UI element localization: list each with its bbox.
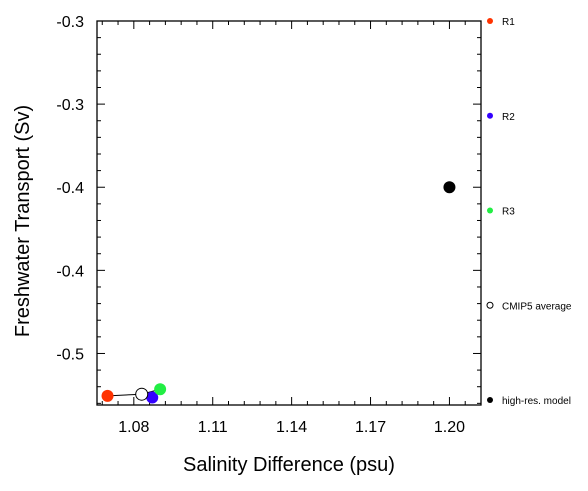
legend-label-r3: R3	[502, 207, 515, 218]
legend-label-high-res-model: high-res. model	[502, 396, 571, 407]
legend-label-r1: R1	[502, 17, 515, 28]
x-tick-label: 1.20	[434, 419, 465, 436]
legend-label-cmip5-average: CMIP5 average	[502, 301, 572, 312]
data-point-r2	[146, 391, 159, 404]
legend-marker-r3	[487, 207, 493, 214]
x-tick-label: 1.11	[198, 419, 228, 436]
plot-frame-layer	[96, 20, 482, 406]
y-tick-label: -0.5	[56, 346, 84, 363]
data-points	[101, 181, 456, 404]
data-point-r1	[101, 389, 114, 402]
x-tick-label: 1.17	[355, 419, 386, 436]
x-axis-title: Salinity Difference (psu)	[183, 454, 395, 476]
legend-marker-r2	[487, 112, 493, 119]
legend: R1 R2 R3 CMIP5 average high-res. model	[486, 17, 572, 407]
legend-label-r2: R2	[502, 112, 515, 123]
data-point-high-res-model	[443, 181, 456, 194]
legend-marker-high-res-model	[487, 397, 493, 403]
legend-marker-r1	[487, 18, 493, 24]
x-axis-ticks: 1.08 1.11 1.14 1.17 1.20	[101, 21, 482, 436]
y-axis-title: Freshwater Transport (Sv)	[12, 105, 34, 337]
y-tick-label: -0.4	[56, 180, 84, 197]
legend-marker-cmip5-average	[486, 301, 494, 309]
x-tick-label: 1.08	[118, 419, 149, 436]
y-tick-label: -0.3	[56, 97, 84, 114]
y-tick-label: -0.4	[56, 263, 84, 280]
y-axis-ticks: -0.3 -0.3 -0.4 -0.4 -0.5	[56, 14, 481, 404]
data-point-cmip5-average	[135, 387, 149, 401]
plot-area-border	[96, 20, 482, 406]
x-tick-label: 1.14	[276, 419, 307, 436]
y-tick-label: -0.3	[56, 14, 84, 31]
data-point-r3	[154, 383, 167, 396]
